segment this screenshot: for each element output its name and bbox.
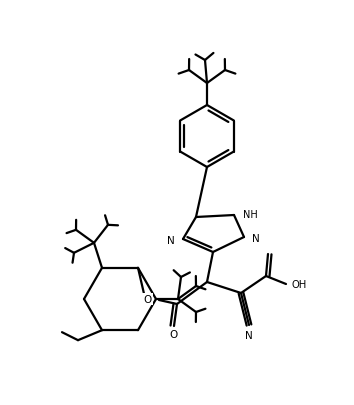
Text: N: N [252, 233, 260, 243]
Text: O: O [144, 294, 152, 304]
Text: OH: OH [292, 279, 307, 289]
Text: N: N [167, 235, 175, 245]
Text: O: O [170, 329, 178, 339]
Text: N: N [245, 330, 253, 340]
Text: NH: NH [243, 209, 258, 220]
